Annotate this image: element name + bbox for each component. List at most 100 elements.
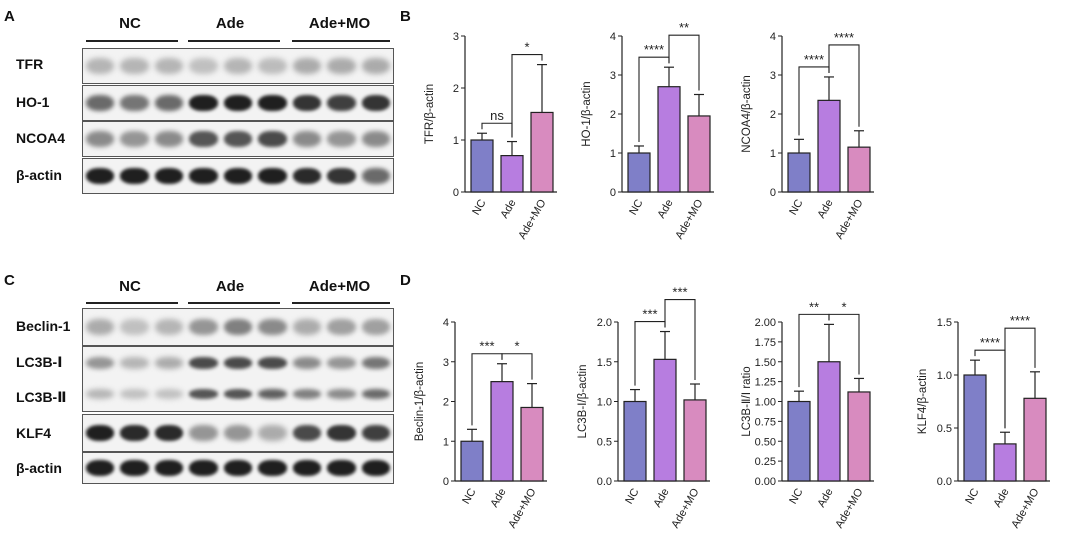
y-tick-label: 2 bbox=[443, 397, 449, 409]
significance-bracket bbox=[481, 122, 513, 138]
blot-strip-beclin bbox=[82, 308, 394, 346]
x-tick-label: Ade+MO bbox=[669, 486, 701, 530]
y-tick-label: 1.25 bbox=[755, 377, 776, 389]
y-tick-label: 3 bbox=[443, 357, 449, 369]
blot-band bbox=[154, 58, 184, 74]
y-tick-label: 2 bbox=[453, 83, 459, 95]
significance-bracket bbox=[828, 313, 860, 375]
bar bbox=[817, 361, 841, 482]
blot-band bbox=[189, 58, 218, 74]
bottom-group-line-ade bbox=[188, 302, 280, 304]
bar bbox=[460, 440, 484, 482]
bar bbox=[787, 152, 811, 193]
y-axis-label: NCOA4/β-actin bbox=[741, 75, 753, 153]
significance-bracket bbox=[511, 54, 543, 138]
x-tick-label: NC bbox=[787, 486, 805, 506]
significance-label: *** bbox=[479, 339, 494, 354]
x-tick-label: Ade bbox=[815, 198, 835, 221]
blot-band bbox=[154, 131, 184, 147]
blot-band bbox=[223, 389, 253, 399]
blot-band bbox=[292, 319, 322, 335]
x-tick-label: Ade bbox=[498, 198, 518, 221]
panel-letter-c: C bbox=[4, 272, 15, 289]
blot-band bbox=[292, 58, 322, 74]
bar bbox=[627, 152, 651, 193]
blot-band bbox=[189, 425, 218, 441]
blot-band bbox=[361, 95, 390, 111]
significance-bracket bbox=[828, 44, 860, 127]
top-group-line-ademo bbox=[292, 40, 390, 42]
y-tick-label: 0.0 bbox=[597, 476, 612, 488]
blot-band bbox=[189, 357, 218, 369]
y-axis-label: HO-1/β-actin bbox=[581, 81, 593, 146]
blot-band bbox=[327, 95, 356, 111]
y-tick-label: 0 bbox=[443, 476, 449, 488]
blot-band bbox=[120, 425, 149, 441]
blot-band bbox=[292, 131, 322, 147]
y-axis-label: LC3B-Ⅱ/Ⅰ ratio bbox=[741, 366, 753, 436]
blot-band bbox=[292, 389, 322, 399]
blot-band bbox=[361, 131, 390, 147]
blot-band bbox=[154, 425, 184, 441]
significance-bracket bbox=[501, 353, 533, 380]
x-tick-label: Ade bbox=[991, 487, 1011, 510]
top-row-label-ho1: HO-1 bbox=[16, 94, 50, 110]
significance-label: * bbox=[524, 40, 529, 55]
bar bbox=[993, 443, 1017, 482]
blot-band bbox=[86, 168, 115, 184]
blot-band bbox=[361, 460, 390, 476]
bar bbox=[657, 86, 681, 193]
top-row-label-actin: β-actin bbox=[16, 167, 62, 183]
significance-label: * bbox=[514, 339, 519, 354]
blot-band bbox=[258, 168, 287, 184]
blot-strip-tfr bbox=[82, 48, 394, 84]
y-tick-label: 0 bbox=[770, 187, 776, 199]
x-tick-label: Ade bbox=[488, 487, 508, 510]
top-row-label-ncoa4: NCOA4 bbox=[16, 130, 66, 146]
blot-band bbox=[223, 131, 253, 147]
bar bbox=[520, 406, 544, 482]
blot-band bbox=[189, 319, 218, 335]
y-tick-label: 4 bbox=[443, 317, 449, 329]
bar bbox=[1023, 397, 1047, 482]
blot-band bbox=[292, 425, 322, 441]
blot-band bbox=[86, 58, 115, 74]
blot-band bbox=[86, 95, 115, 111]
y-tick-label: 4 bbox=[610, 31, 616, 43]
blot-band bbox=[223, 58, 253, 74]
blot-band bbox=[120, 319, 149, 335]
blot-band bbox=[361, 319, 390, 335]
bottom-row-label-actin: β-actin bbox=[16, 460, 62, 476]
top-group-ade: Ade bbox=[215, 15, 245, 32]
x-tick-label: Ade bbox=[651, 487, 671, 510]
blot-band bbox=[120, 460, 149, 476]
blot-band bbox=[327, 389, 356, 399]
blot-band bbox=[86, 460, 115, 476]
y-tick-label: 1.50 bbox=[755, 357, 776, 369]
x-tick-label: Ade+MO bbox=[673, 197, 705, 241]
blot-band bbox=[223, 168, 253, 184]
blot-band bbox=[258, 95, 287, 111]
bar bbox=[683, 399, 707, 482]
significance-label: *** bbox=[642, 307, 657, 322]
blot-band bbox=[120, 357, 149, 369]
panel-letter-d: D bbox=[400, 272, 411, 289]
y-tick-label: 1.0 bbox=[937, 370, 952, 382]
y-tick-label: 0.0 bbox=[937, 476, 952, 488]
blot-band bbox=[361, 357, 390, 369]
blot-band bbox=[258, 460, 287, 476]
bottom-group-ademo: Ade+MO bbox=[308, 278, 371, 295]
blot-band bbox=[258, 357, 287, 369]
y-axis-label: Beclin-1/β-actin bbox=[414, 362, 426, 441]
bottom-row-label-klf4: KLF4 bbox=[16, 425, 51, 441]
y-tick-label: 0 bbox=[610, 187, 616, 199]
y-tick-label: 1.5 bbox=[937, 317, 952, 329]
blot-band bbox=[223, 460, 253, 476]
blot-band bbox=[223, 357, 253, 369]
bar bbox=[787, 400, 811, 482]
bar bbox=[530, 111, 554, 193]
significance-bracket bbox=[664, 298, 696, 381]
panel-letter-b: B bbox=[400, 8, 411, 25]
bar bbox=[470, 139, 494, 193]
